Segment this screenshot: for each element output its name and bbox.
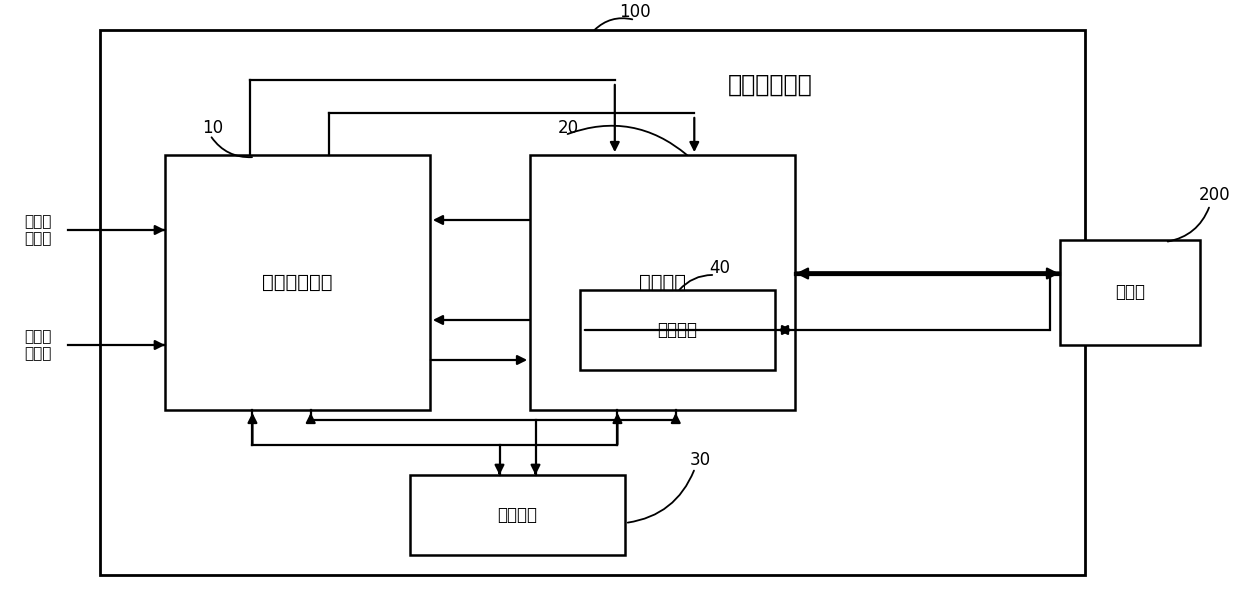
Bar: [410, 475, 625, 555]
Text: 垂直极
化信号: 垂直极 化信号: [25, 329, 52, 361]
Text: 稳压模块: 稳压模块: [657, 321, 697, 339]
Text: 微波变频电路: 微波变频电路: [728, 73, 812, 97]
Bar: [165, 155, 430, 410]
Text: 射频放大模块: 射频放大模块: [262, 273, 332, 292]
Text: 200: 200: [1199, 186, 1231, 204]
Text: 20: 20: [558, 119, 579, 137]
Bar: [529, 155, 795, 410]
Text: 10: 10: [202, 119, 223, 137]
Text: 晶振模块: 晶振模块: [497, 506, 537, 524]
Text: 控制模块: 控制模块: [639, 273, 686, 292]
Text: 水平极
化信号: 水平极 化信号: [25, 214, 52, 246]
Bar: [100, 30, 1085, 575]
Bar: [580, 290, 775, 370]
Bar: [1060, 240, 1200, 345]
Text: 100: 100: [619, 3, 651, 21]
Text: 40: 40: [709, 259, 730, 277]
Text: 接收机: 接收机: [1115, 284, 1145, 301]
Text: 30: 30: [689, 451, 711, 469]
